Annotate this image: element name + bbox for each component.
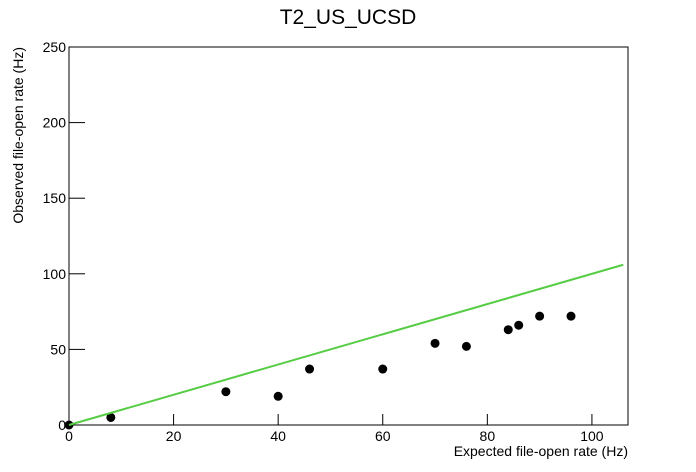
y-tick-label: 0 bbox=[58, 417, 66, 433]
data-point bbox=[514, 320, 524, 330]
data-point bbox=[273, 391, 283, 401]
x-tick-label: 20 bbox=[166, 428, 182, 444]
data-point bbox=[535, 311, 545, 321]
data-point bbox=[378, 364, 388, 374]
data-point bbox=[305, 364, 315, 374]
x-tick-label: 80 bbox=[480, 428, 496, 444]
data-point bbox=[461, 341, 471, 351]
data-point bbox=[106, 412, 116, 422]
y-tick-label: 200 bbox=[43, 115, 67, 131]
plot-frame bbox=[68, 46, 629, 426]
x-axis-title: Expected file-open rate (Hz) bbox=[454, 443, 628, 459]
fit-line bbox=[68, 263, 624, 426]
data-point bbox=[503, 325, 513, 335]
y-tick-label: 50 bbox=[50, 341, 66, 357]
x-tick-label: 60 bbox=[375, 428, 391, 444]
x-tick-label: 40 bbox=[270, 428, 286, 444]
y-tick-label: 100 bbox=[43, 266, 67, 282]
x-tick-label: 0 bbox=[65, 428, 73, 444]
data-point bbox=[566, 311, 576, 321]
data-point bbox=[221, 387, 231, 397]
y-tick-label: 250 bbox=[43, 39, 67, 55]
y-tick-label: 150 bbox=[43, 190, 67, 206]
x-tick-label: 100 bbox=[580, 428, 604, 444]
y-axis-title: Observed file-open rate (Hz) bbox=[10, 47, 26, 224]
data-point bbox=[430, 338, 440, 348]
chart-title: T2_US_UCSD bbox=[280, 6, 417, 29]
